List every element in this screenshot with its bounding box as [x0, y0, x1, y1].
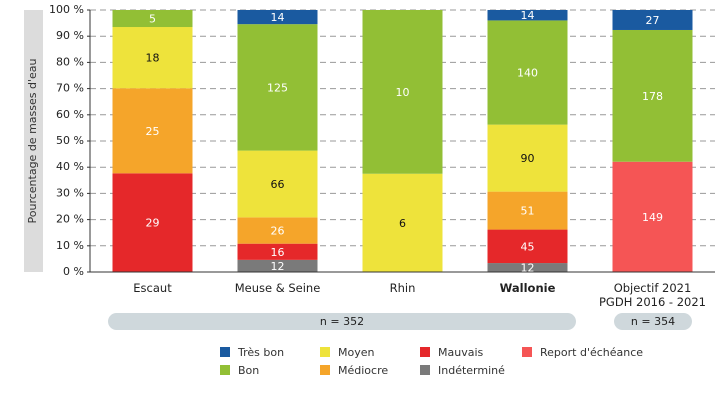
legend-label: Report d'échéance [540, 346, 643, 359]
legend-label: Très bon [237, 346, 284, 359]
data-label: 12 [521, 262, 535, 275]
bar-segment [487, 20, 568, 125]
data-label: 51 [521, 205, 535, 218]
y-tick-label: 90 % [56, 29, 84, 42]
data-label: 149 [642, 211, 663, 224]
y-tick-label: 100 % [49, 3, 84, 16]
y-tick-label: 60 % [56, 108, 84, 121]
data-label: 12 [271, 260, 285, 273]
y-tick-label: 30 % [56, 186, 84, 199]
x-tick-label: Escaut [133, 281, 172, 295]
bar-segment [237, 243, 318, 260]
legend-label: Mauvais [438, 346, 484, 359]
bar-segment [237, 259, 318, 272]
bar-segment [237, 10, 318, 25]
bar-segment [487, 124, 568, 192]
data-label: 125 [267, 81, 288, 94]
data-label: 25 [146, 125, 160, 138]
group-label: n = 352 [320, 315, 364, 328]
data-label: 14 [271, 11, 285, 24]
group-pill [108, 313, 576, 330]
bar-segment [112, 173, 193, 272]
bar-segment [612, 10, 693, 30]
bar-segment [112, 10, 193, 28]
bar-segment [237, 217, 318, 244]
bar-segment [362, 10, 443, 174]
legend-label: Médiocre [338, 364, 388, 377]
data-label: 6 [399, 217, 406, 230]
data-label: 27 [646, 14, 660, 27]
data-label: 140 [517, 67, 538, 80]
data-label: 18 [146, 52, 160, 65]
legend-swatch [220, 347, 230, 357]
legend-label: Bon [238, 364, 259, 377]
y-tick-label: 80 % [56, 55, 84, 68]
x-tick-label: Wallonie [499, 281, 556, 295]
bar-segment [487, 10, 568, 21]
x-tick-label: Objectif 2021 PGDH 2016 - 2021 [599, 281, 706, 309]
y-tick-label: 0 % [63, 265, 84, 278]
y-tick-label: 40 % [56, 160, 84, 173]
y-tick-label: 70 % [56, 82, 84, 95]
y-axis-label: Pourcentage de masses d'eau [26, 59, 39, 224]
group-label: n = 354 [631, 315, 675, 328]
x-tick-label: Meuse & Seine [234, 281, 321, 295]
group-pill [614, 313, 692, 330]
legend-swatch [320, 365, 330, 375]
bar-segment [487, 191, 568, 230]
data-label: 45 [521, 240, 535, 253]
bar-segment [362, 173, 443, 272]
data-label: 29 [146, 217, 160, 230]
bar-segment [112, 27, 193, 89]
data-label: 178 [642, 90, 663, 103]
legend-swatch [420, 365, 430, 375]
data-label: 5 [149, 13, 156, 26]
bar-segment [487, 229, 568, 264]
data-label: 14 [521, 9, 535, 22]
bar-segment [612, 161, 693, 272]
legend-swatch [220, 365, 230, 375]
bar-segment [237, 24, 318, 151]
bar-segment [237, 150, 318, 218]
legend-swatch [522, 347, 532, 357]
y-tick-label: 50 % [56, 134, 84, 147]
legend-label: Indéterminé [438, 364, 505, 377]
legend-label: Moyen [338, 346, 374, 359]
bar-segment [112, 88, 193, 174]
data-label: 16 [271, 246, 285, 259]
y-label-band [24, 10, 43, 272]
bar-segment [612, 29, 693, 162]
y-tick-label: 20 % [56, 213, 84, 226]
legend-swatch [420, 347, 430, 357]
data-label: 66 [271, 178, 285, 191]
y-tick-label: 10 % [56, 239, 84, 252]
x-tick-label: Rhin [389, 281, 416, 295]
data-label: 10 [396, 86, 410, 99]
legend-swatch [320, 347, 330, 357]
data-label: 26 [271, 225, 285, 238]
bar-segment [487, 263, 568, 272]
data-label: 90 [521, 152, 535, 165]
